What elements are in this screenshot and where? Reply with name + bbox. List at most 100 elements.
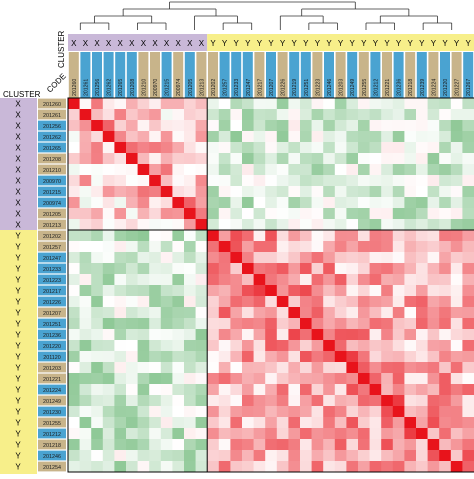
heatmap-cell: [288, 450, 301, 462]
column-cluster-letter: Y: [373, 39, 379, 48]
heatmap-cell: [416, 219, 428, 231]
heatmap-cell: [126, 263, 138, 275]
row-code-label: 201254: [43, 465, 61, 471]
heatmap-cell: [288, 351, 301, 363]
heatmap-cell: [230, 164, 243, 176]
heatmap-cell: [462, 164, 474, 176]
heatmap-cell: [346, 318, 359, 330]
heatmap-cell: [300, 252, 312, 264]
heatmap-cell: [265, 461, 278, 473]
heatmap-cell: [172, 186, 185, 198]
row-code-label: 201213: [43, 223, 61, 229]
row-code-label: 201246: [43, 454, 61, 460]
heatmap-cell: [462, 186, 474, 198]
row-code-label: 201224: [43, 388, 61, 394]
heatmap-cell: [265, 450, 278, 462]
heatmap-cell: [242, 175, 254, 187]
heatmap-cell: [427, 252, 440, 264]
heatmap-cell: [369, 351, 382, 363]
heatmap-cell: [126, 230, 138, 242]
heatmap-cell: [126, 208, 138, 220]
heatmap-cell: [160, 219, 173, 231]
heatmap-cell: [126, 450, 138, 462]
heatmap-cell: [91, 461, 104, 473]
column-code-label: 201223: [315, 79, 321, 96]
heatmap-cell: [160, 164, 173, 176]
heatmap-cell: [79, 186, 92, 198]
heatmap-cell: [91, 230, 104, 242]
heatmap-cell: [102, 109, 115, 121]
heatmap-cell: [79, 263, 92, 275]
column-cluster-letter: Y: [396, 39, 402, 48]
heatmap-cell: [195, 373, 208, 385]
row-code-label: 201208: [43, 157, 61, 163]
heatmap-cell: [416, 428, 428, 440]
heatmap-cell: [91, 450, 104, 462]
heatmap-cell: [79, 362, 92, 374]
heatmap-cell: [450, 406, 463, 418]
heatmap-cell: [450, 351, 463, 363]
heatmap-cell: [462, 340, 474, 352]
heatmap-cell: [334, 219, 347, 231]
heatmap-cell: [160, 406, 173, 418]
heatmap-cell: [358, 164, 370, 176]
heatmap-cell: [91, 384, 104, 396]
heatmap-cell: [126, 285, 138, 297]
heatmap-cell: [358, 197, 370, 209]
row-code-box: [38, 307, 66, 318]
heatmap-cell: [381, 131, 394, 143]
heatmap-cell: [427, 406, 440, 418]
heatmap-cell: [450, 241, 463, 253]
row-cluster-letter: X: [15, 133, 21, 142]
heatmap-cell: [207, 406, 220, 418]
heatmap-cell: [300, 351, 312, 363]
heatmap-cell: [427, 417, 440, 429]
heatmap-cell: [230, 362, 243, 374]
heatmap-cell: [160, 450, 173, 462]
heatmap-cell: [218, 428, 231, 440]
heatmap-cell: [149, 98, 162, 110]
column-cluster-letter: Y: [245, 39, 251, 48]
heatmap-cell: [160, 307, 173, 319]
heatmap-cell: [462, 274, 474, 286]
heatmap-cell: [195, 296, 208, 308]
heatmap-cell: [230, 417, 243, 429]
heatmap-cell: [288, 329, 301, 341]
heatmap-cell: [276, 186, 289, 198]
column-code-box: [428, 52, 439, 98]
heatmap-cell: [392, 252, 405, 264]
heatmap-cell: [300, 318, 312, 330]
heatmap-cell: [218, 164, 231, 176]
row-code-label: 201249: [43, 399, 61, 405]
heatmap-cell: [369, 285, 382, 297]
heatmap-cell: [253, 175, 266, 187]
heatmap-cell: [334, 263, 347, 275]
row-code-box: [38, 296, 66, 307]
heatmap-cell: [184, 384, 196, 396]
heatmap-cell: [172, 109, 185, 121]
heatmap-cell: [276, 417, 289, 429]
column-code-box: [300, 52, 311, 98]
heatmap-cell: [91, 252, 104, 264]
heatmap-cell: [126, 318, 138, 330]
heatmap-cell: [207, 131, 220, 143]
column-cluster-letter: Y: [315, 39, 321, 48]
heatmap-cell: [323, 109, 336, 121]
heatmap-cell: [184, 395, 196, 407]
heatmap-cell: [91, 153, 104, 165]
heatmap-cell: [450, 98, 463, 110]
heatmap-cell: [346, 219, 359, 231]
heatmap-cell: [346, 362, 359, 374]
heatmap-cell: [346, 351, 359, 363]
heatmap-cell: [265, 417, 278, 429]
row-cluster-letter: Y: [15, 375, 21, 384]
heatmap-cell: [416, 296, 428, 308]
heatmap-cell: [195, 384, 208, 396]
heatmap-cell: [381, 417, 394, 429]
heatmap-cell: [439, 263, 452, 275]
heatmap-cell: [276, 296, 289, 308]
heatmap-cell: [276, 318, 289, 330]
heatmap-cell: [230, 428, 243, 440]
heatmap-cell: [346, 197, 359, 209]
heatmap-cell: [381, 428, 394, 440]
